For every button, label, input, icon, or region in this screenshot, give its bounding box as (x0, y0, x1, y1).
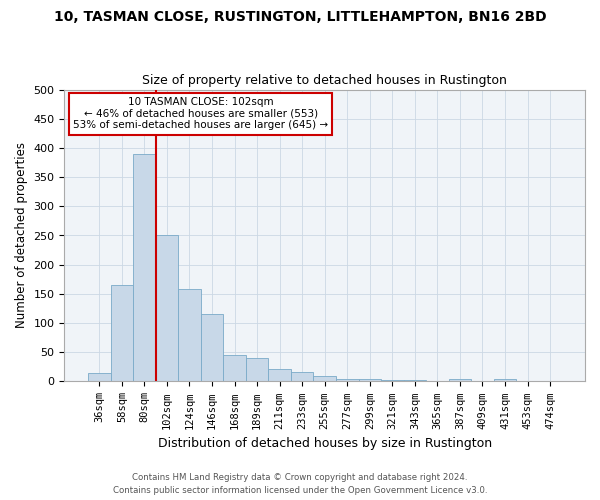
Bar (201, 314, 223, 382)
Bar (246, 358, 268, 382)
Bar (449, 379, 471, 382)
Bar (155, 236, 178, 382)
Bar (404, 380, 426, 382)
Bar (88, 372, 110, 382)
Title: Size of property relative to detached houses in Rustington: Size of property relative to detached ho… (142, 74, 507, 87)
Text: 10 TASMAN CLOSE: 102sqm
← 46% of detached houses are smaller (553)
53% of semi-d: 10 TASMAN CLOSE: 102sqm ← 46% of detache… (73, 97, 328, 130)
Y-axis label: Number of detached properties: Number of detached properties (15, 142, 28, 328)
Bar (336, 378, 359, 382)
Text: 10, TASMAN CLOSE, RUSTINGTON, LITTLEHAMPTON, BN16 2BD: 10, TASMAN CLOSE, RUSTINGTON, LITTLEHAMP… (53, 10, 547, 24)
Text: Contains HM Land Registry data © Crown copyright and database right 2024.
Contai: Contains HM Land Registry data © Crown c… (113, 474, 487, 495)
Bar (223, 355, 246, 382)
Bar (313, 376, 336, 382)
Bar (110, 285, 133, 382)
Bar (359, 379, 381, 382)
X-axis label: Distribution of detached houses by size in Rustington: Distribution of detached houses by size … (158, 437, 492, 450)
Bar (494, 378, 516, 382)
Bar (178, 289, 201, 382)
Bar (291, 372, 313, 382)
Bar (133, 154, 155, 382)
Bar (268, 368, 291, 382)
Bar (381, 380, 404, 382)
